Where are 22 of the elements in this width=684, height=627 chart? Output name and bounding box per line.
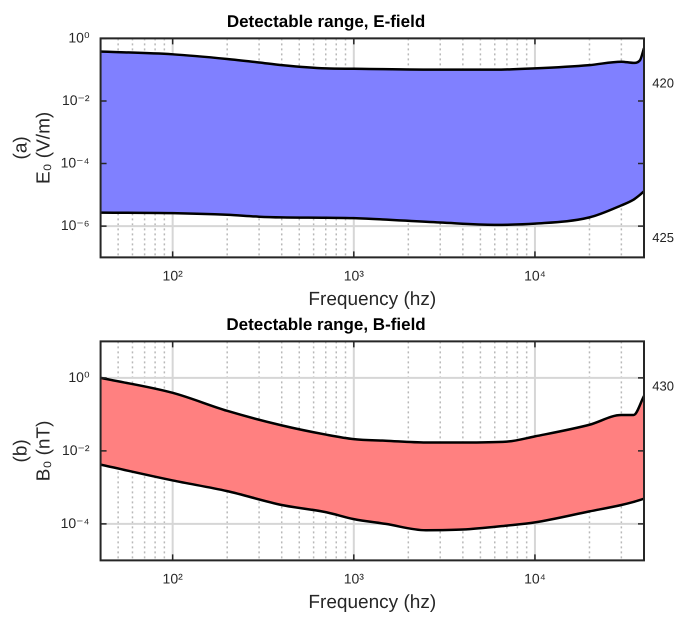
text: 425 xyxy=(652,230,674,245)
x-tick-label: 10⁴ xyxy=(524,268,546,284)
y-tick-label: 10⁻⁴ xyxy=(60,154,90,170)
chart-title: Detectable range, E-field xyxy=(226,12,426,31)
y-tick-label: 10⁻⁶ xyxy=(60,216,90,233)
text: 420 xyxy=(652,75,674,90)
y-tick-label: 10⁻² xyxy=(62,92,90,108)
x-tick-label: 10² xyxy=(162,268,184,284)
x-axis-title: Frequency (hz) xyxy=(308,288,436,310)
x-tick-label: 10³ xyxy=(344,570,364,587)
y-axis-title: (a) E₀ (V/m) xyxy=(10,112,54,184)
y-tick-label: 10⁻⁴ xyxy=(60,514,90,531)
x-tick-label: 10⁴ xyxy=(524,570,546,587)
y-tick-label: 10⁻² xyxy=(62,442,90,458)
chart-title: Detectable range, B-field xyxy=(226,314,426,334)
x-tick-label: 10³ xyxy=(344,268,364,284)
y-tick-label: 10⁰ xyxy=(68,368,90,385)
x-axis-title: Frequency (hz) xyxy=(308,592,436,613)
y-tick-label: 10⁰ xyxy=(68,29,90,46)
x-tick-label: 10² xyxy=(162,570,184,587)
text: 430 xyxy=(652,378,674,394)
y-axis-title: (b) B₀ (nT) xyxy=(10,420,54,482)
